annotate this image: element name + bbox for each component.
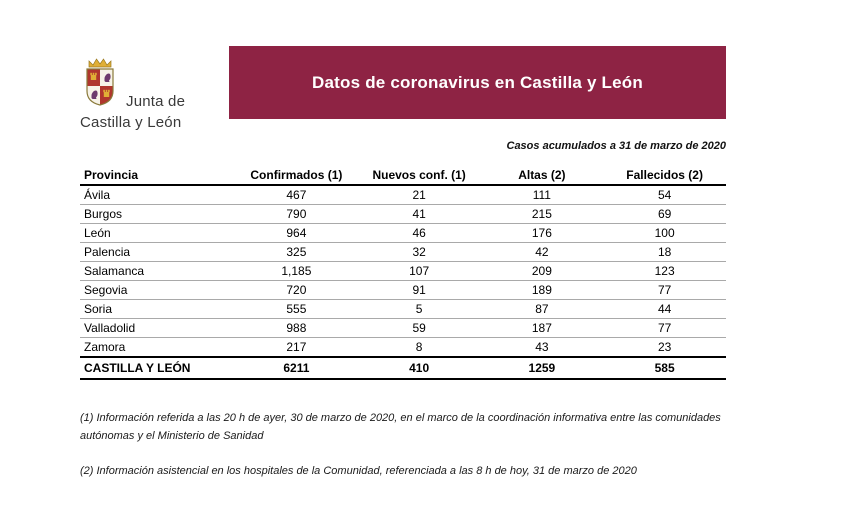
report-header: Junta de Castilla y León Datos de corona… xyxy=(80,46,726,131)
table-header-row: Provincia Confirmados (1) Nuevos conf. (… xyxy=(80,166,726,186)
cell-provincia: León xyxy=(80,223,236,243)
table-row: Ávila 467 21 111 54 xyxy=(80,185,726,205)
cell-confirmados: 720 xyxy=(235,280,358,300)
cell-fallecidos: 77 xyxy=(603,280,726,300)
cell-confirmados: 790 xyxy=(235,204,358,224)
footnotes: (1) Información referida a las 20 h de a… xyxy=(80,410,726,481)
cell-fallecidos: 123 xyxy=(603,261,726,281)
table-row: Segovia 720 91 189 77 xyxy=(80,280,726,300)
cell-altas: 176 xyxy=(480,223,604,243)
footnote-2: (2) Información asistencial en los hospi… xyxy=(80,465,637,478)
total-fallecidos: 585 xyxy=(603,356,726,380)
table-row: Soria 555 5 87 44 xyxy=(80,299,726,319)
cell-fallecidos: 44 xyxy=(603,299,726,319)
cell-fallecidos: 77 xyxy=(603,318,726,338)
report-content: Junta de Castilla y León Datos de corona… xyxy=(80,46,726,481)
total-provincia: CASTILLA Y LEÓN xyxy=(80,356,236,380)
cell-confirmados: 1,185 xyxy=(235,261,358,281)
total-altas: 1259 xyxy=(480,356,604,380)
brand-top: Junta de xyxy=(80,56,222,113)
covid-data-table: Provincia Confirmados (1) Nuevos conf. (… xyxy=(80,166,726,380)
cell-fallecidos: 54 xyxy=(603,185,726,205)
cell-provincia: Segovia xyxy=(80,280,236,300)
cell-altas: 215 xyxy=(480,204,604,224)
total-confirmados: 6211 xyxy=(235,356,358,380)
cell-nuevos-conf: 32 xyxy=(357,242,481,262)
cell-confirmados: 964 xyxy=(235,223,358,243)
cell-nuevos-conf: 5 xyxy=(357,299,481,319)
page-title: Datos de coronavirus en Castilla y León xyxy=(312,72,643,92)
cell-confirmados: 467 xyxy=(235,185,358,205)
table-total-row: CASTILLA Y LEÓN 6211 410 1259 585 xyxy=(80,356,726,380)
table-row: Zamora 217 8 43 23 xyxy=(80,337,726,358)
cell-confirmados: 217 xyxy=(235,337,358,358)
column-header-provincia: Provincia xyxy=(80,166,236,186)
junta-coat-of-arms-icon xyxy=(80,56,120,113)
cell-altas: 87 xyxy=(480,299,604,319)
brand-block: Junta de Castilla y León xyxy=(80,46,222,131)
cell-nuevos-conf: 91 xyxy=(357,280,481,300)
report-subtitle: Casos acumulados a 31 de marzo de 2020 xyxy=(506,140,727,152)
title-banner: Datos de coronavirus en Castilla y León xyxy=(229,46,726,119)
cell-provincia: Zamora xyxy=(80,337,236,358)
brand-name-line2: Castilla y León xyxy=(80,114,182,131)
table-row: Valladolid 988 59 187 77 xyxy=(80,318,726,338)
cell-fallecidos: 18 xyxy=(603,242,726,262)
cell-altas: 209 xyxy=(480,261,604,281)
cell-confirmados: 325 xyxy=(235,242,358,262)
cell-nuevos-conf: 41 xyxy=(357,204,481,224)
cell-provincia: Salamanca xyxy=(80,261,236,281)
cell-provincia: Palencia xyxy=(80,242,236,262)
table-row: Salamanca 1,185 107 209 123 xyxy=(80,261,726,281)
cell-nuevos-conf: 8 xyxy=(357,337,481,358)
total-nuevos-conf: 410 xyxy=(357,356,481,380)
cell-fallecidos: 69 xyxy=(603,204,726,224)
table-row: Palencia 325 32 42 18 xyxy=(80,242,726,262)
cell-altas: 111 xyxy=(480,185,604,205)
table-row: Burgos 790 41 215 69 xyxy=(80,204,726,224)
cell-fallecidos: 23 xyxy=(603,337,726,358)
cell-confirmados: 988 xyxy=(235,318,358,338)
cell-provincia: Valladolid xyxy=(80,318,236,338)
column-header-altas: Altas (2) xyxy=(480,166,604,186)
column-header-fallecidos: Fallecidos (2) xyxy=(603,166,726,186)
cell-confirmados: 555 xyxy=(235,299,358,319)
cell-altas: 189 xyxy=(480,280,604,300)
cell-nuevos-conf: 59 xyxy=(357,318,481,338)
cell-altas: 43 xyxy=(480,337,604,358)
column-header-confirmados: Confirmados (1) xyxy=(235,166,358,186)
cell-provincia: Ávila xyxy=(80,185,236,205)
cell-altas: 42 xyxy=(480,242,604,262)
brand-name-line1: Junta de xyxy=(126,93,186,110)
table-row: León 964 46 176 100 xyxy=(80,223,726,243)
cell-nuevos-conf: 21 xyxy=(357,185,481,205)
cell-nuevos-conf: 46 xyxy=(357,223,481,243)
cell-nuevos-conf: 107 xyxy=(357,261,481,281)
cell-provincia: Soria xyxy=(80,299,236,319)
cell-altas: 187 xyxy=(480,318,604,338)
cell-fallecidos: 100 xyxy=(603,223,726,243)
cell-provincia: Burgos xyxy=(80,204,236,224)
footnote-1: (1) Información referida a las 20 h de a… xyxy=(80,412,721,442)
column-header-nuevos-conf: Nuevos conf. (1) xyxy=(357,166,481,186)
